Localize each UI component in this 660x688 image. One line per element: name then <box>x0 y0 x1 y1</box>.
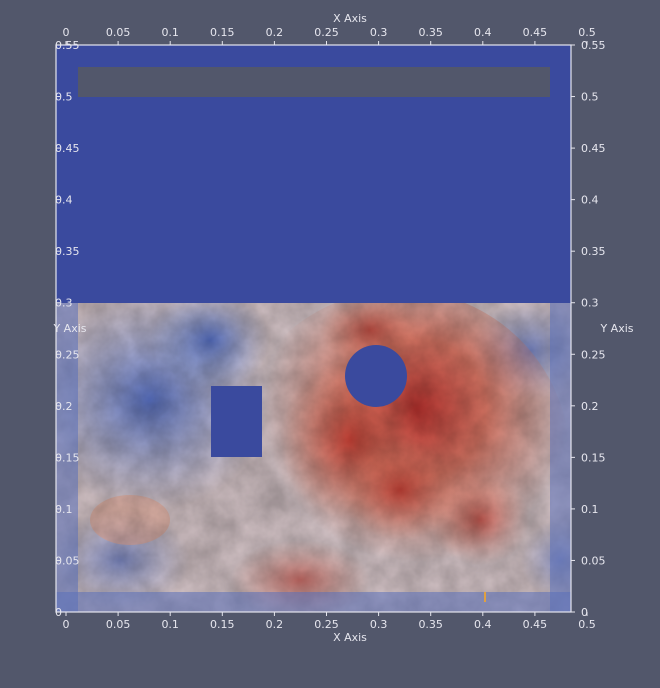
x-axis-top-ticks: 0 0.05 0.1 0.15 0.2 0.25 0.3 0.35 0.4 0.45 0.5 <box>63 26 596 45</box>
field-border-right <box>550 303 571 612</box>
y-tick-label-right: 0.15 <box>581 451 606 464</box>
scalar-field <box>56 303 571 612</box>
y-tick-label-left: 0.45 <box>55 142 80 155</box>
x-tick-label-top: 0.15 <box>210 26 235 39</box>
x-tick-label-bottom: 0.1 <box>161 618 179 631</box>
y-tick-label-right: 0.4 <box>581 194 599 207</box>
y-tick-label-left: 0.25 <box>55 348 80 361</box>
x-tick-label-bottom: 0.15 <box>210 618 235 631</box>
field-border-left <box>56 303 78 612</box>
x-tick-label-bottom: 0.45 <box>523 618 548 631</box>
field-border-bottom <box>56 592 571 612</box>
x-tick-label-bottom: 0 <box>63 618 70 631</box>
probe-marker <box>484 592 486 602</box>
y-tick-label-right: 0.25 <box>581 348 606 361</box>
x-tick-label-top: 0.25 <box>314 26 339 39</box>
y-axis-left-ticks: 0 0.05 0.1 0.15 0.2 0.25 0.3 0.35 0.4 0.45 0.5 0.55 <box>55 39 80 619</box>
x-tick-label-top: 0.4 <box>474 26 492 39</box>
y-tick-label-right: 0.1 <box>581 503 599 516</box>
y-axis-title-left: Y Axis <box>52 322 86 335</box>
axes-grid: 0 0.05 0.1 0.15 0.2 0.25 0.3 0.35 0.4 0.45 0.5 0 0.… <box>52 12 633 644</box>
y-tick-label-right: 0 <box>581 606 588 619</box>
x-axis-bottom-ticks: 0 0.05 0.1 0.15 0.2 0.25 0.3 0.35 0.4 0.45 0.5 <box>63 612 596 631</box>
x-tick-label-top: 0.45 <box>523 26 548 39</box>
y-tick-label-right: 0.3 <box>581 297 599 310</box>
y-tick-label-left: 0 <box>55 606 62 619</box>
x-tick-label-top: 0.05 <box>106 26 131 39</box>
y-tick-label-right: 0.5 <box>581 91 599 104</box>
x-tick-label-bottom: 0.2 <box>266 618 284 631</box>
y-tick-label-left: 0.2 <box>55 400 73 413</box>
y-axis-title-right: Y Axis <box>599 322 633 335</box>
y-tick-label-left: 0.55 <box>55 39 80 52</box>
rectangular-obstacle <box>211 386 262 457</box>
y-tick-label-left: 0.5 <box>55 91 73 104</box>
x-tick-label-bottom: 0.35 <box>418 618 443 631</box>
y-tick-label-left: 0.4 <box>55 194 73 207</box>
y-tick-label-left: 0.3 <box>55 297 73 310</box>
x-tick-label-top: 0.3 <box>370 26 388 39</box>
x-tick-label-top: 0 <box>63 26 70 39</box>
x-tick-label-bottom: 0.3 <box>370 618 388 631</box>
x-axis-title-top: X Axis <box>333 12 367 25</box>
y-tick-label-right: 0.35 <box>581 245 606 258</box>
circular-obstacle <box>345 345 407 407</box>
y-tick-label-left: 0.15 <box>55 451 80 464</box>
y-tick-label-left: 0.35 <box>55 245 80 258</box>
y-tick-label-right: 0.45 <box>581 142 606 155</box>
x-tick-label-top: 0.2 <box>266 26 284 39</box>
x-tick-label-bottom: 0.5 <box>578 618 596 631</box>
x-tick-label-top: 0.1 <box>161 26 179 39</box>
upper-slot-cutout <box>78 67 550 97</box>
x-tick-label-top: 0.35 <box>418 26 443 39</box>
y-tick-label-left: 0.1 <box>55 503 73 516</box>
x-tick-label-bottom: 0.05 <box>106 618 131 631</box>
y-tick-label-right: 0.55 <box>581 39 606 52</box>
x-tick-label-top: 0.5 <box>578 26 596 39</box>
x-tick-label-bottom: 0.25 <box>314 618 339 631</box>
y-tick-label-left: 0.05 <box>55 554 80 567</box>
y-tick-label-right: 0.05 <box>581 554 606 567</box>
y-axis-right-ticks: 0 0.05 0.1 0.15 0.2 0.25 0.3 0.35 0.4 0.45 0.5 0.55 <box>571 39 606 619</box>
x-tick-label-bottom: 0.4 <box>474 618 492 631</box>
x-axis-title-bottom: X Axis <box>333 631 367 644</box>
y-tick-label-right: 0.2 <box>581 400 599 413</box>
